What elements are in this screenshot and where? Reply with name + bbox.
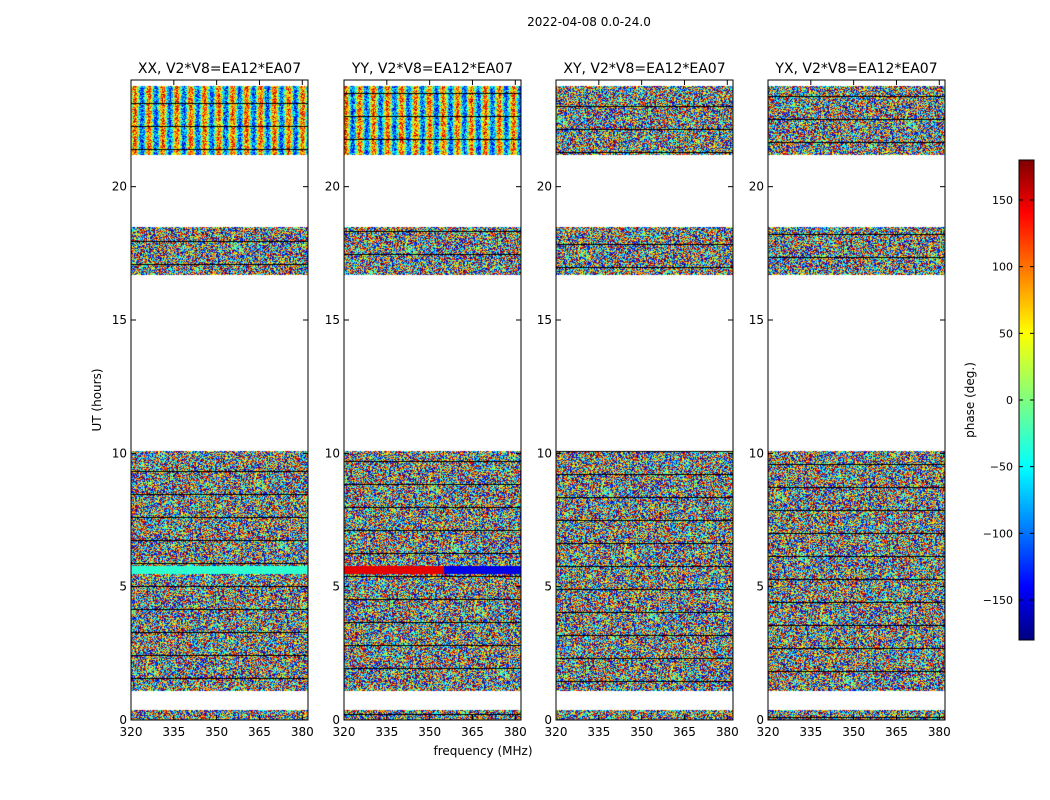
y-tick-label: 15 <box>325 313 340 327</box>
phase-heatmap <box>344 80 521 720</box>
panel-xy: XY, V2*V8=EA12*EA07 320 335 350 365 380 0 5 10 15… <box>537 61 739 739</box>
panel-frame <box>555 79 734 721</box>
y-tick-label: 0 <box>756 713 764 727</box>
x-axis-label: frequency (MHz) <box>433 744 532 758</box>
y-tick-label: 15 <box>749 313 764 327</box>
panel-frame <box>130 79 309 721</box>
phase-heatmap <box>556 80 733 720</box>
x-tick-label: 320 <box>120 725 143 739</box>
x-tick-label: 380 <box>928 725 951 739</box>
y-tick-label: 10 <box>112 446 127 460</box>
x-tick-label: 380 <box>291 725 314 739</box>
y-tick-label: 10 <box>537 446 552 460</box>
x-tick-label: 350 <box>842 725 865 739</box>
y-tick-label: 20 <box>537 180 552 194</box>
y-tick-label: 5 <box>119 580 127 594</box>
y-tick-label: 15 <box>112 313 127 327</box>
panel-xx: XX, V2*V8=EA12*EA07 320 335 350 365 380 0 5 10 15… <box>112 61 314 739</box>
x-tick-label: 335 <box>587 725 610 739</box>
panel-title: YX, V2*V8=EA12*EA07 <box>774 61 937 77</box>
x-tick-label: 335 <box>162 725 185 739</box>
y-tick-label: 0 <box>332 713 340 727</box>
y-tick-label: 20 <box>325 180 340 194</box>
x-tick-label: 320 <box>545 725 568 739</box>
y-tick-label: 10 <box>749 446 764 460</box>
colorbar-label: phase (deg.) <box>963 362 977 438</box>
y-axis-label: UT (hours) <box>90 368 104 431</box>
x-tick-label: 365 <box>248 725 271 739</box>
x-tick-label: 380 <box>716 725 739 739</box>
y-tick-label: 10 <box>325 446 340 460</box>
colorbar-tick-label: −50 <box>990 461 1013 474</box>
panel-title: XY, V2*V8=EA12*EA07 <box>563 61 725 77</box>
panel-frame <box>767 79 946 721</box>
y-tick-label: 0 <box>119 713 127 727</box>
x-tick-label: 335 <box>799 725 822 739</box>
colorbar-tick-label: 100 <box>992 261 1013 274</box>
x-tick-label: 350 <box>205 725 228 739</box>
y-tick-label: 5 <box>544 580 552 594</box>
y-tick-label: 0 <box>544 713 552 727</box>
panel-frame <box>343 79 522 721</box>
panel-title: YY, V2*V8=EA12*EA07 <box>351 61 513 77</box>
colorbar-tick-label: 150 <box>992 194 1013 207</box>
phase-heatmap <box>768 80 945 720</box>
panel-yx: YX, V2*V8=EA12*EA07 320 335 350 365 380 0 5 10 15… <box>749 61 951 739</box>
panel-title: XX, V2*V8=EA12*EA07 <box>138 61 301 77</box>
x-tick-label: 380 <box>504 725 527 739</box>
phase-heatmap <box>131 80 308 720</box>
y-tick-label: 20 <box>749 180 764 194</box>
x-tick-label: 365 <box>885 725 908 739</box>
colorbar: −150 −100 −50 0 50 100 150 phase (deg.) <box>963 159 1035 641</box>
colorbar-tick-label: 50 <box>999 327 1013 340</box>
colorbar-tick-label: −100 <box>983 527 1013 540</box>
x-tick-label: 350 <box>630 725 653 739</box>
x-tick-label: 365 <box>461 725 484 739</box>
colorbar-tick-label: 0 <box>1006 394 1013 407</box>
y-tick-label: 15 <box>537 313 552 327</box>
x-tick-label: 320 <box>757 725 780 739</box>
x-tick-label: 335 <box>375 725 398 739</box>
y-tick-label: 5 <box>756 580 764 594</box>
x-tick-label: 350 <box>418 725 441 739</box>
y-tick-label: 20 <box>112 180 127 194</box>
x-tick-label: 365 <box>673 725 696 739</box>
x-tick-label: 320 <box>333 725 356 739</box>
figure-title: 2022-04-08 0.0-24.0 <box>527 15 651 29</box>
y-tick-label: 5 <box>332 580 340 594</box>
panel-yy: YY, V2*V8=EA12*EA07 320 335 350 365 380 0 5 10 15… <box>325 61 527 739</box>
colorbar-tick-label: −150 <box>983 594 1013 607</box>
